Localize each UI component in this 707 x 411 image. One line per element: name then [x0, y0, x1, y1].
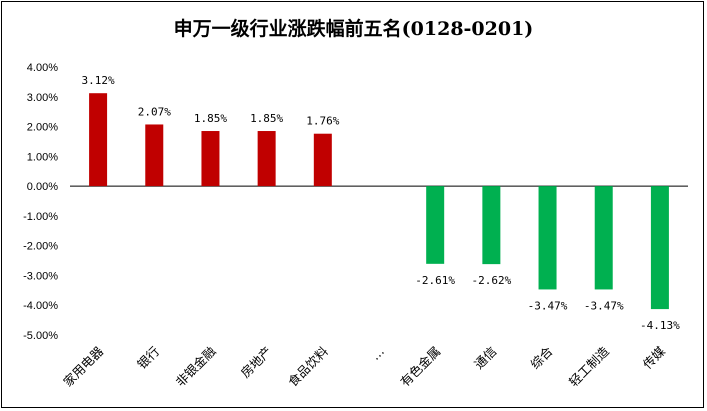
data-label: 2.07%: [138, 105, 171, 118]
y-tick-label: 1.00%: [27, 151, 58, 163]
data-label: 1.76%: [306, 115, 339, 128]
y-tick-label: -3.00%: [23, 270, 58, 282]
data-label: -4.13%: [640, 319, 680, 332]
bar: [201, 131, 220, 187]
category-label: 房地产: [238, 344, 275, 381]
data-label: -2.61%: [415, 274, 455, 287]
category-label: 综合: [527, 343, 556, 372]
y-tick-label: -5.00%: [23, 330, 58, 342]
bar: [650, 186, 669, 310]
y-tick-label: -2.00%: [23, 241, 58, 253]
bar: [257, 131, 276, 187]
chart-title: 申万一级行业涨跌幅前五名(0128-0201): [173, 18, 534, 40]
category-label: 轻工制造: [566, 343, 612, 389]
category-label: 通信: [471, 344, 499, 372]
bar: [538, 186, 557, 290]
bar: [426, 186, 445, 264]
category-label: 传媒: [640, 343, 669, 372]
y-tick-label: 0.00%: [27, 181, 58, 193]
bar: [594, 186, 613, 290]
bar: [145, 124, 164, 187]
y-tick-label: 4.00%: [27, 62, 58, 74]
bar: [482, 186, 501, 265]
y-tick-label: -4.00%: [23, 300, 58, 312]
y-tick-label: -1.00%: [23, 211, 58, 223]
category-label: 非银金融: [173, 343, 219, 389]
category-label: 食品饮料: [285, 343, 331, 389]
data-label: -3.47%: [528, 299, 568, 312]
category-label: …: [368, 344, 387, 363]
category-label: 家用电器: [60, 343, 106, 389]
data-label: 3.12%: [82, 74, 115, 87]
data-label: -3.47%: [584, 299, 624, 312]
data-label: 1.85%: [250, 112, 283, 125]
bar: [313, 133, 332, 187]
category-label: 银行: [134, 344, 162, 372]
category-label: 有色金属: [397, 344, 443, 390]
y-tick-label: 2.00%: [27, 122, 58, 134]
bar: [89, 93, 108, 187]
data-label: 1.85%: [194, 112, 227, 125]
data-label: -2.62%: [471, 274, 511, 287]
y-tick-label: 3.00%: [27, 92, 58, 104]
